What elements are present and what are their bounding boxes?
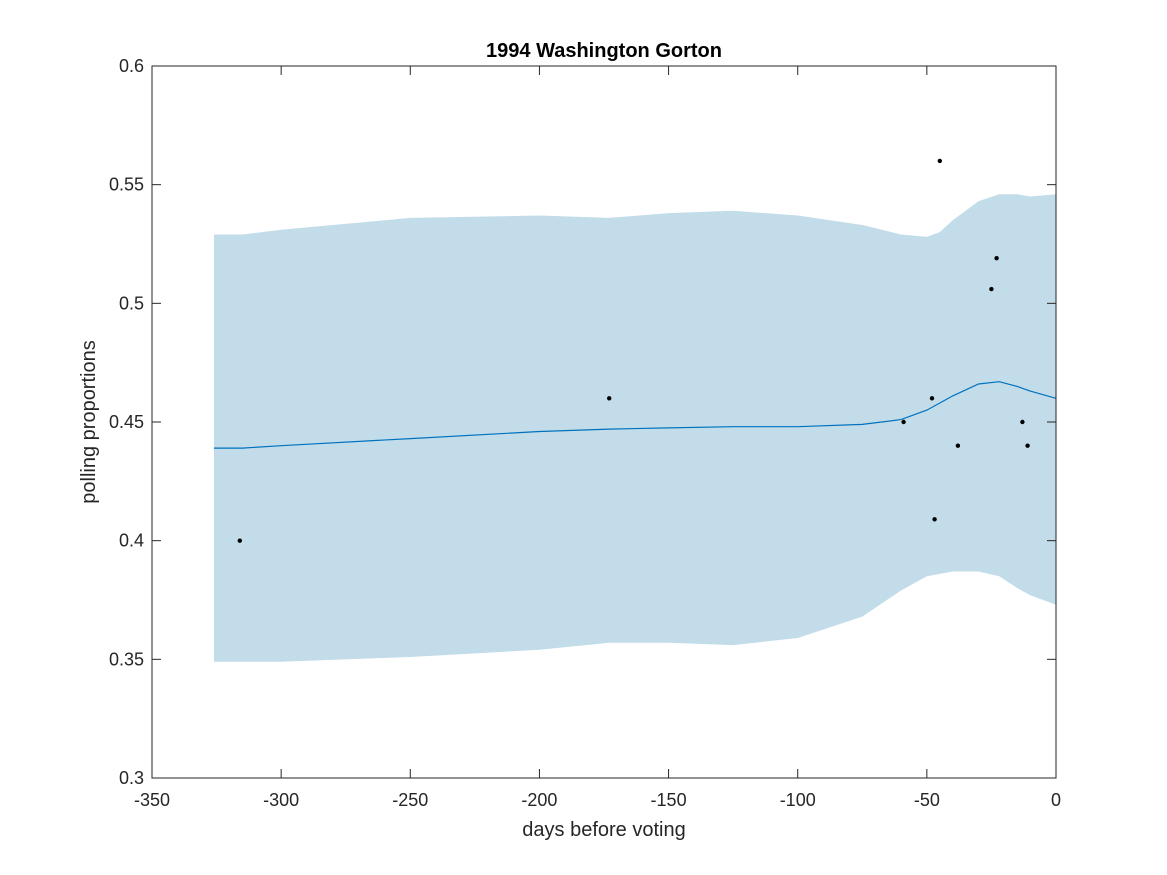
y-axis-label: polling proportions [78,340,100,503]
y-tick-label: 0.35 [109,649,144,669]
confidence-band [214,194,1056,662]
x-tick-label: -150 [651,790,687,810]
x-tick-label: -350 [134,790,170,810]
y-tick-label: 0.55 [109,175,144,195]
x-tick-label: -50 [914,790,940,810]
data-point [901,419,906,425]
y-tick-label: 0.5 [119,293,144,313]
x-tick-label: -250 [392,790,428,810]
data-point [932,517,937,522]
y-tick-label: 0.6 [119,56,144,76]
data-point [1020,419,1025,425]
plot-area [214,158,1057,662]
data-point [929,396,935,401]
data-point [1025,443,1030,448]
x-axis-label: days before voting [522,819,685,841]
data-point [607,396,612,401]
x-tick-label: 0 [1051,790,1061,810]
data-point [955,443,961,448]
data-point [989,286,994,292]
axes: -350 -300 -250 -200 -150 -100 -50 0 0.3 0.35 0.4 0.… [109,56,1061,810]
chart-title: 1994 Washington Gorton [486,40,722,62]
y-tick-label: 0.3 [119,768,144,788]
mean-line [214,381,1057,449]
x-tick-label: -300 [263,790,299,810]
x-tick-label: -100 [780,790,816,810]
x-tick-label: -200 [521,790,557,810]
y-tick-label: 0.45 [109,412,144,432]
data-point [994,256,999,261]
y-tick-label: 0.4 [119,531,144,551]
chart-text: 1994 Washington Gorton days before votin… [78,40,722,841]
data-point [237,538,242,543]
data-point [937,158,942,164]
